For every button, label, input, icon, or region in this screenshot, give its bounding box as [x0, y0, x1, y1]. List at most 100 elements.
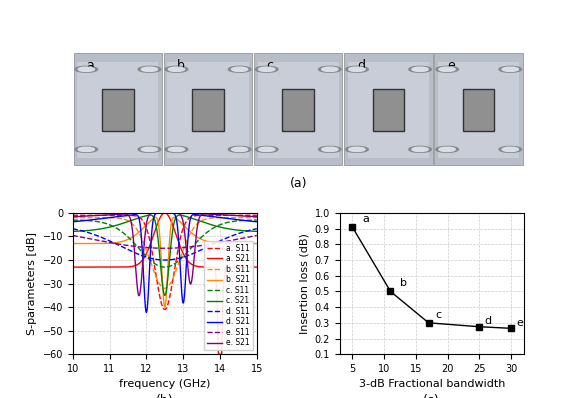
Circle shape — [349, 147, 365, 152]
Circle shape — [138, 66, 161, 72]
Bar — [164, 53, 252, 165]
e. S11 — [159, 246, 166, 251]
b. S11 — [253, 215, 260, 220]
c. S11 — [248, 218, 255, 222]
Bar — [168, 62, 249, 158]
Bar — [438, 62, 519, 158]
Text: e: e — [516, 318, 523, 328]
b. S11 — [79, 215, 86, 220]
Text: a: a — [86, 59, 94, 72]
a. S11 — [248, 213, 255, 218]
b. S11 — [69, 215, 76, 220]
d. S11 — [161, 258, 168, 262]
a. S21 — [79, 265, 86, 269]
Circle shape — [499, 66, 521, 72]
d. S21 — [161, 211, 168, 215]
e. S21 — [136, 293, 143, 298]
Text: d: d — [357, 59, 365, 72]
Text: d: d — [484, 316, 492, 326]
b. S21 — [161, 305, 168, 310]
e. S11 — [79, 235, 86, 240]
Circle shape — [258, 67, 275, 71]
d. S21 — [154, 211, 161, 216]
Circle shape — [165, 66, 188, 72]
Circle shape — [346, 146, 368, 152]
Circle shape — [168, 147, 184, 152]
c. S21 — [147, 213, 154, 217]
e. S21 — [154, 211, 161, 215]
Bar — [463, 89, 495, 131]
Circle shape — [439, 147, 455, 152]
d. S11 — [248, 228, 255, 232]
d. S11 — [248, 228, 255, 232]
c. S21 — [79, 228, 86, 233]
Circle shape — [232, 67, 248, 71]
Bar — [345, 53, 432, 165]
e. S11 — [69, 233, 76, 238]
Line: d. S21: d. S21 — [73, 213, 257, 312]
c. S21 — [69, 229, 76, 234]
c. S11 — [214, 223, 221, 228]
b. S21 — [69, 241, 76, 246]
c. S11 — [161, 265, 168, 269]
e. S11 — [154, 246, 161, 250]
d. S21 — [214, 215, 221, 220]
Line: a. S11: a. S11 — [73, 215, 257, 310]
a. S11 — [253, 213, 260, 218]
a. S21 — [215, 352, 222, 357]
b. S21 — [214, 241, 221, 246]
Line: b. S11: b. S11 — [73, 218, 257, 288]
Circle shape — [412, 67, 428, 71]
Circle shape — [138, 146, 161, 152]
Bar — [348, 62, 429, 158]
e. S11 — [253, 233, 260, 238]
a. S21 — [248, 265, 255, 269]
e. S21 — [214, 212, 221, 217]
b. S21 — [159, 278, 166, 283]
b. S11 — [248, 215, 255, 220]
b. S21 — [79, 241, 86, 246]
Text: c: c — [435, 310, 441, 320]
a. S21 — [248, 265, 255, 269]
a. S21 — [214, 327, 221, 332]
Bar — [372, 89, 404, 131]
d. S11 — [159, 258, 166, 262]
Bar — [74, 53, 162, 165]
Text: (c): (c) — [423, 394, 440, 398]
Circle shape — [168, 67, 184, 71]
e. S21 — [69, 215, 76, 219]
Line: a. S21: a. S21 — [73, 213, 257, 354]
Line: e. S11: e. S11 — [73, 236, 257, 248]
d. S21 — [248, 219, 255, 224]
Bar — [282, 89, 314, 131]
Text: b: b — [176, 59, 184, 72]
Bar — [77, 62, 158, 158]
e. S21 — [248, 214, 255, 219]
c. S11 — [248, 218, 255, 222]
Line: c. S11: c. S11 — [73, 220, 257, 267]
d. S21 — [69, 219, 76, 224]
c. S21 — [161, 293, 168, 298]
Circle shape — [75, 66, 98, 72]
Line: c. S21: c. S21 — [73, 215, 257, 295]
Text: (a): (a) — [289, 177, 307, 190]
Circle shape — [502, 147, 519, 152]
b. S11 — [161, 286, 168, 291]
Circle shape — [141, 67, 158, 71]
Circle shape — [322, 67, 338, 71]
Circle shape — [322, 147, 338, 152]
X-axis label: 3-dB Fractional bandwidth: 3-dB Fractional bandwidth — [359, 380, 505, 390]
Circle shape — [228, 66, 251, 72]
b. S11 — [248, 215, 255, 220]
a. S11 — [161, 307, 168, 312]
Y-axis label: Insertion loss (dB): Insertion loss (dB) — [299, 233, 309, 334]
Circle shape — [499, 146, 521, 152]
e. S21 — [79, 214, 86, 219]
a. S11 — [214, 213, 221, 218]
c. S11 — [159, 265, 166, 269]
Circle shape — [258, 147, 275, 152]
e. S11 — [161, 246, 168, 251]
Bar — [254, 53, 342, 165]
d. S11 — [154, 257, 161, 262]
c. S21 — [159, 281, 166, 286]
